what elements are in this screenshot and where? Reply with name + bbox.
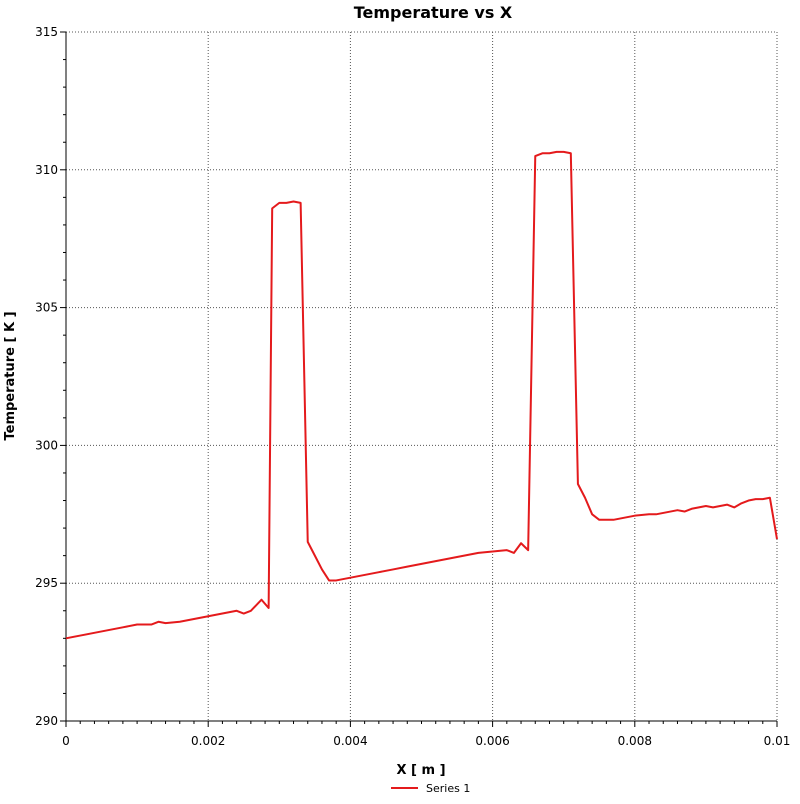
y-tick-label: 315: [35, 25, 58, 39]
y-tick-label: 300: [35, 438, 58, 452]
legend-label-series-1: Series 1: [426, 782, 470, 795]
x-tick-label: 0.01: [764, 734, 791, 748]
axes-layer: [65, 32, 777, 722]
x-tick-label: 0.006: [475, 734, 509, 748]
series-layer: [65, 150, 778, 640]
y-tick-label: 310: [35, 163, 58, 177]
x-axis-label: X [ m ]: [396, 763, 445, 778]
legend: Series 1: [391, 782, 470, 795]
x-tick-label: 0.002: [191, 734, 225, 748]
grid-layer: [66, 31, 778, 721]
y-tick-label: 305: [35, 301, 58, 315]
x-tick-label: 0: [62, 734, 70, 748]
x-tick-label: 0.004: [333, 734, 367, 748]
chart-title: Temperature vs X: [354, 3, 513, 22]
ticks-layer: 0 0.002 0.004 0.006 0.008 0.01 290 295 300 305 310…: [35, 25, 790, 748]
y-tick-label: 295: [35, 576, 58, 590]
series-line-1: [65, 150, 778, 640]
y-tick-label: 290: [35, 714, 58, 728]
x-tick-label: 0.008: [618, 734, 652, 748]
y-axis-label: Temperature [ K ]: [3, 311, 18, 440]
